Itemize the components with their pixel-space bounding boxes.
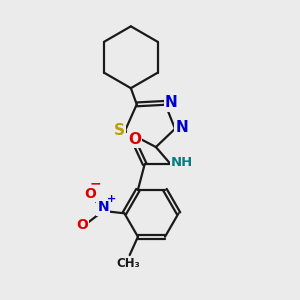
Text: NH: NH: [171, 156, 193, 169]
Text: N: N: [175, 120, 188, 135]
Text: N: N: [98, 200, 109, 214]
Text: +: +: [107, 194, 116, 204]
Text: N: N: [165, 95, 178, 110]
Text: −: −: [89, 177, 101, 190]
Text: CH₃: CH₃: [116, 257, 140, 270]
Text: O: O: [128, 132, 141, 147]
Text: S: S: [114, 123, 125, 138]
Text: O: O: [76, 218, 88, 232]
Text: O: O: [84, 187, 96, 201]
